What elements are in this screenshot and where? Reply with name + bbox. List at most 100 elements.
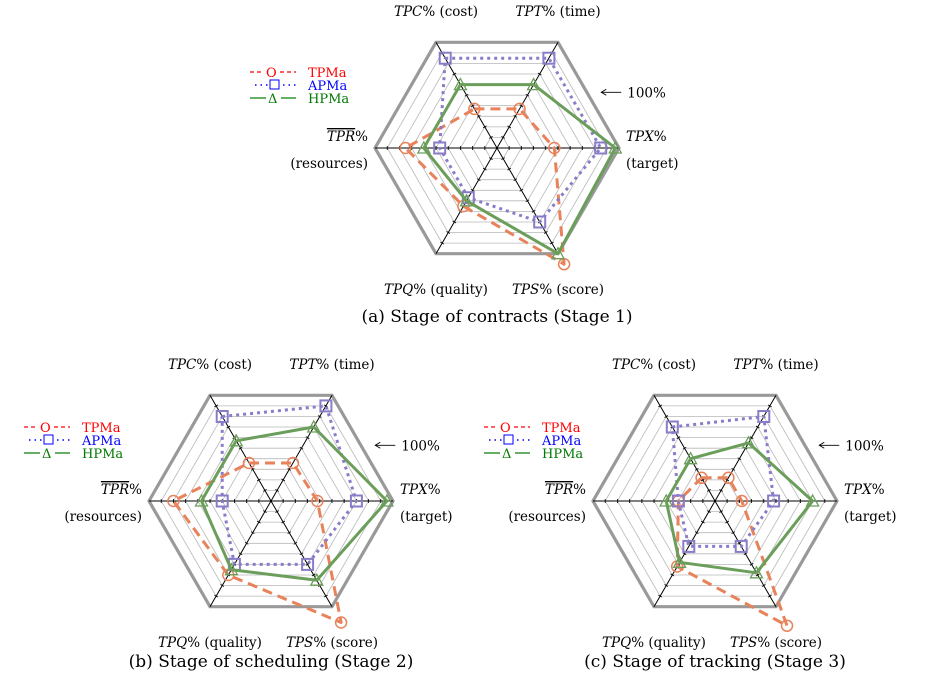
arrow-head-icon (818, 441, 825, 449)
axis-suffix: % (573, 482, 586, 498)
legend-label: TPMa (308, 66, 347, 81)
axis-var: TPQ (602, 635, 631, 651)
axis-tick (476, 114, 481, 118)
data-point-triangle (459, 193, 474, 207)
arrow-head-icon (600, 88, 607, 96)
axis-tick (262, 510, 267, 513)
legend-item-tpma: O TPMa (484, 421, 581, 436)
axis-label-tpr: TPR% (327, 129, 368, 145)
axis-label-tpq: TPQ% (quality) (384, 282, 488, 298)
series-line (670, 415, 776, 548)
legend-marker: Δ (42, 447, 51, 462)
axis-tick (658, 404, 663, 408)
axis-var: TPQ (384, 282, 413, 298)
axis-label-tpx: TPX% (844, 482, 885, 498)
axis-suffix: % (time) (542, 4, 600, 20)
reference-label: 100% (627, 85, 666, 101)
arrow-head-icon (374, 441, 381, 449)
series-hpma (659, 435, 820, 579)
data-point-triangle (379, 493, 394, 507)
axis-tick (464, 93, 469, 97)
axis-tick (262, 489, 267, 492)
chart-caption: (b) Stage of scheduling (Stage 2) (129, 652, 414, 672)
data-point-triangle (741, 435, 756, 449)
axis-tick (275, 510, 280, 513)
data-point-circle (548, 141, 561, 155)
axis-tick (706, 489, 711, 492)
data-point-circle (780, 619, 794, 632)
data-point-circle (167, 494, 180, 508)
axis-tick (694, 467, 699, 471)
axis-var: TPX (626, 129, 655, 145)
axis-tick (549, 241, 554, 245)
axis-suffix: % (score) (313, 635, 378, 651)
axis-tick (755, 573, 760, 577)
axis-var: TPR (327, 129, 355, 145)
axis-tick (749, 563, 754, 566)
axis-sublabel: (target) (844, 509, 897, 525)
axis-tick (488, 157, 493, 160)
axis-label-tps: TPS% (score) (286, 635, 378, 651)
axis-tick (767, 594, 772, 598)
axis-suffix: % (cost) (640, 357, 696, 373)
axis-tick (305, 436, 310, 439)
axis-sublabel: (resources) (508, 509, 586, 525)
axis-tick (525, 199, 530, 203)
data-point-triangle (229, 433, 244, 447)
axis-tick (488, 136, 493, 139)
axis-var: TPT (289, 357, 317, 373)
axis-tick (293, 541, 298, 545)
axis-sublabel: (target) (626, 156, 679, 172)
data-point-square (438, 51, 452, 65)
axis-tick (749, 436, 754, 439)
data-point-square (542, 51, 556, 65)
data-point-triangle (805, 493, 820, 507)
reference-label: 100% (845, 438, 884, 454)
axis-tick (220, 584, 225, 587)
data-point-triangle (749, 565, 764, 579)
data-point-circle (735, 494, 749, 508)
axis-tick (767, 404, 772, 408)
legend-label: TPMa (82, 421, 121, 436)
axis-var: TPR (545, 482, 573, 498)
axis-var: TPC (394, 4, 423, 20)
axis-tick (719, 489, 724, 492)
data-point-square (301, 557, 315, 571)
series-line (404, 107, 566, 266)
axis-tick (543, 231, 548, 234)
axis-var: TPT (733, 357, 761, 373)
axis-tick (470, 104, 475, 108)
legend-item-hpma: Δ HPMa (250, 92, 349, 107)
axis-tick (281, 478, 286, 482)
data-point-square (665, 420, 679, 434)
axis-tick (670, 573, 675, 577)
series-line (220, 404, 358, 566)
axis-suffix: % (129, 482, 142, 498)
axis-tick (446, 231, 451, 234)
axis-tick (214, 594, 219, 598)
axis-suffix: % (time) (760, 357, 818, 373)
data-point-square (671, 494, 685, 508)
data-point-triangle (526, 77, 541, 91)
axis-tick (256, 520, 261, 524)
axis-tick (676, 436, 681, 439)
axis-var: TPS (512, 282, 539, 298)
legend-label: HPMa (82, 447, 123, 462)
axis-tick (440, 241, 445, 245)
data-point-circle (722, 471, 735, 485)
axis-label-tpc: TPC% (cost) (612, 357, 696, 373)
legend-marker: Δ (268, 92, 277, 107)
data-point-square (215, 410, 229, 423)
axis-label-tps: TPS% (score) (512, 282, 604, 298)
axis-tick (525, 93, 530, 97)
reference-annotation: 100% (818, 438, 884, 454)
legend-label: HPMa (542, 447, 583, 462)
legend-item-tpma: O TPMa (24, 421, 121, 436)
axis-label-tpq: TPQ% (quality) (602, 635, 706, 651)
data-point-triangle (453, 77, 468, 91)
data-point-circle (242, 456, 256, 470)
axis-tick (513, 178, 518, 182)
